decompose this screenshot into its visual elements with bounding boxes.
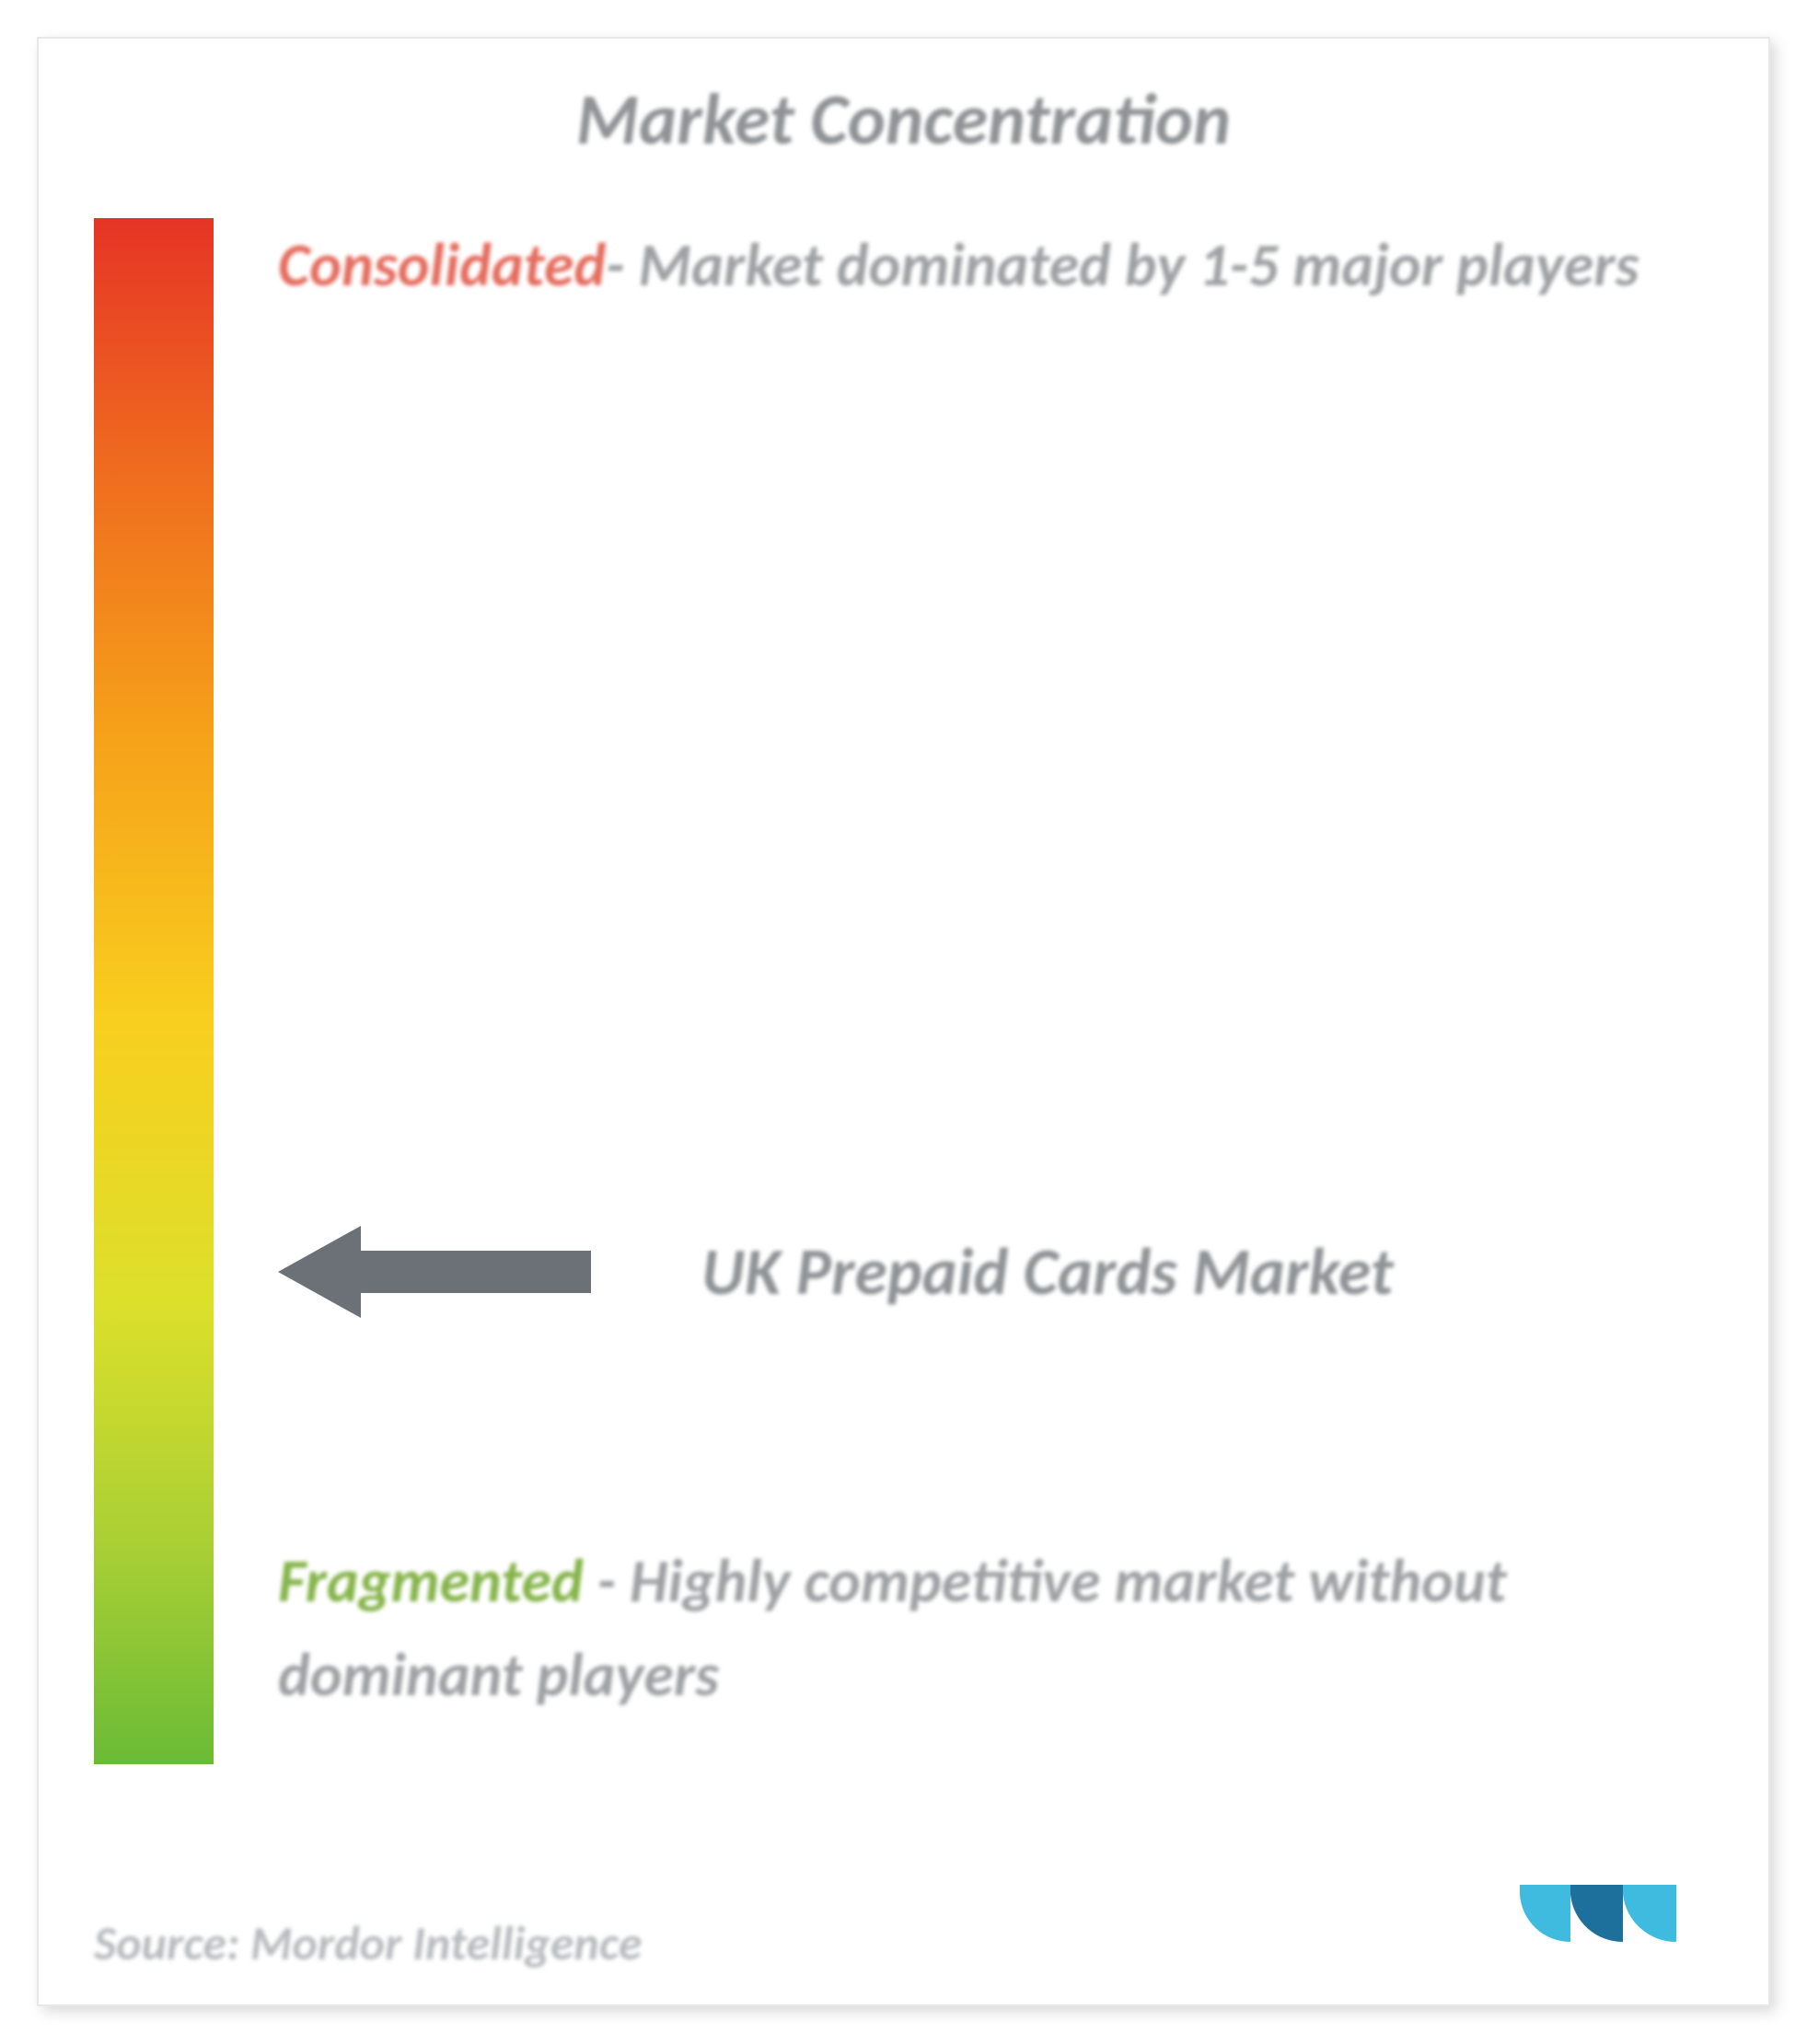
market-pointer-label: UK Prepaid Cards Market (701, 1231, 1394, 1312)
chart-title: Market Concentration (94, 75, 1713, 163)
text-column: Consolidated- Market dominated by 1-5 ma… (278, 218, 1713, 1764)
concentration-gradient-bar (94, 218, 214, 1764)
consolidated-description: Consolidated- Market dominated by 1-5 ma… (278, 218, 1639, 312)
fragmented-term: Fragmented (278, 1543, 584, 1618)
source-prefix: Source: (94, 1913, 250, 1972)
body-area: Consolidated- Market dominated by 1-5 ma… (94, 218, 1713, 1783)
fragmented-description: Fragmented - Highly competitive market w… (278, 1534, 1713, 1723)
arrow-left-icon (278, 1221, 591, 1322)
source-attribution: Source: Mordor Intelligence (94, 1913, 642, 1972)
consolidated-term: Consolidated (278, 227, 606, 302)
consolidated-rest: - Market dominated by 1-5 major players (606, 227, 1639, 302)
source-name: Mordor Intelligence (250, 1913, 642, 1972)
mordor-logo-icon (1520, 1885, 1676, 1972)
market-pointer: UK Prepaid Cards Market (278, 1221, 1394, 1322)
footer: Source: Mordor Intelligence (94, 1885, 1713, 1972)
infographic-card: Market Concentration Consolidated- Marke… (37, 37, 1770, 2006)
